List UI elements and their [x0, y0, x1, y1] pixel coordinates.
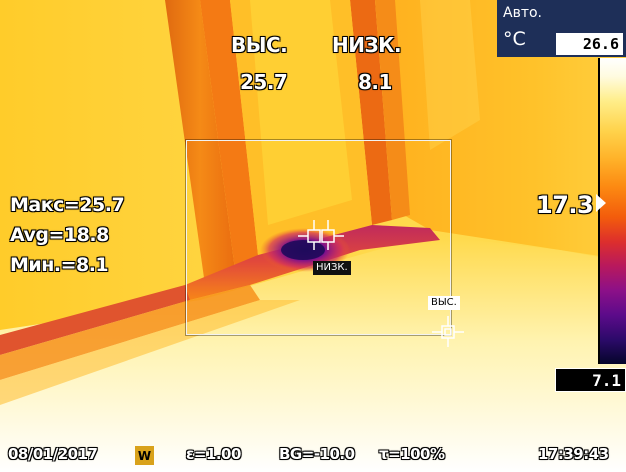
measurement-box[interactable] — [186, 140, 451, 335]
stat-min: Мин.=8.1 — [10, 254, 109, 276]
stat-avg: Avg=18.8 — [10, 224, 109, 246]
temp-unit-label: °C — [503, 28, 526, 50]
low-temp-crosshair-icon — [298, 220, 344, 250]
high-temp-label: ВЫС. — [231, 33, 288, 57]
stat-max: Макс=25.7 — [10, 194, 125, 216]
low-temp-value: 8.1 — [358, 70, 392, 94]
scale-max-value[interactable]: 26.6 — [556, 33, 623, 55]
high-temp-value: 25.7 — [240, 70, 288, 94]
mode-badge: W — [135, 446, 154, 465]
scale-min-value[interactable]: 7.1 — [555, 368, 626, 392]
low-marker-tag: НИЗК. — [313, 261, 351, 275]
level-value: 17.3 — [536, 191, 594, 219]
level-pointer-icon[interactable] — [596, 194, 606, 212]
background-temp-value: BG=-10.0 — [279, 445, 355, 463]
capture-time: 17:39:43 — [538, 445, 609, 463]
capture-date: 08/01/2017 — [8, 445, 98, 463]
emissivity-value: ε=1.00 — [186, 445, 241, 463]
transmission-value: τ=100% — [379, 445, 445, 463]
scale-mode-label[interactable]: Авто. — [503, 5, 542, 21]
high-temp-crosshair-icon — [432, 316, 464, 347]
low-temp-label: НИЗК. — [332, 33, 402, 57]
high-marker-tag: ВЫС. — [428, 296, 460, 310]
